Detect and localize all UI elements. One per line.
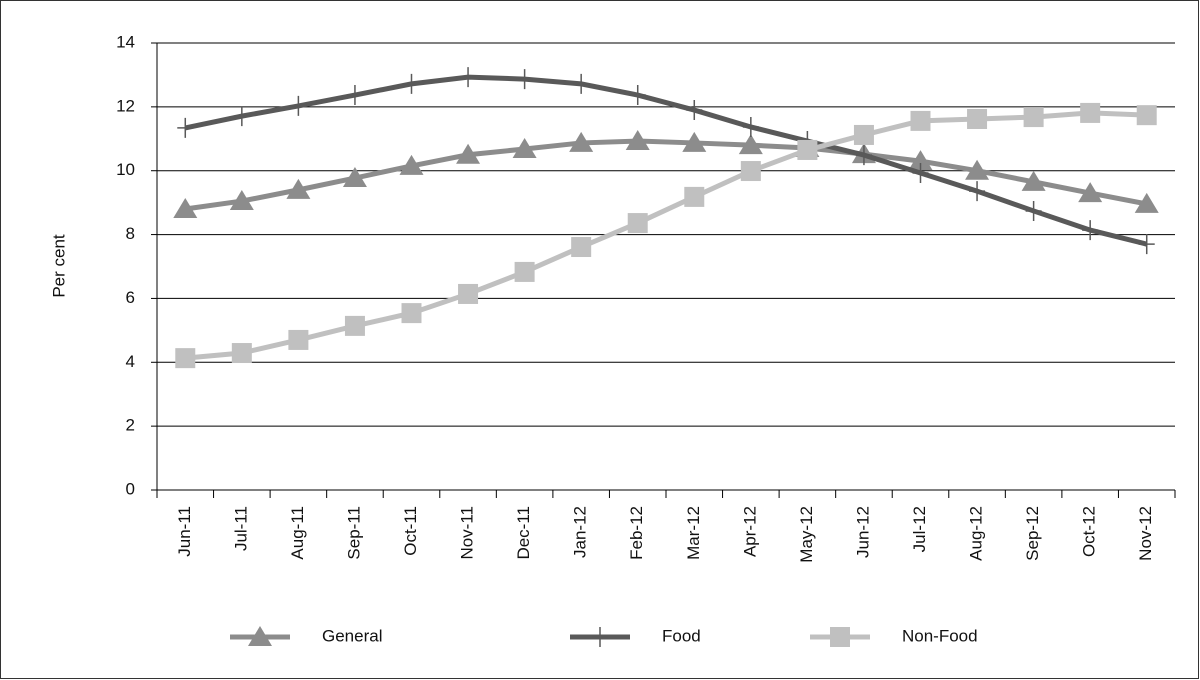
legend-marker: [830, 627, 850, 647]
x-tick-label: Aug-12: [967, 506, 986, 561]
legend-label: Non-Food: [902, 626, 978, 645]
data-point: [177, 117, 194, 138]
x-tick-label: Jul-12: [910, 506, 929, 552]
y-tick-label: 4: [126, 352, 135, 371]
series-line: [184, 74, 1148, 247]
x-tick-label: Apr-12: [740, 506, 759, 557]
x-tick-label: Jul-11: [231, 506, 250, 551]
legend-marker: [248, 626, 272, 646]
x-tick-label: Mar-12: [684, 506, 703, 560]
data-point: [738, 134, 763, 155]
data-point: [912, 162, 929, 183]
data-point: [1082, 220, 1099, 241]
data-point: [682, 131, 707, 152]
x-tick-label: Jun-12: [853, 506, 872, 558]
x-tick-label: Nov-12: [1136, 506, 1155, 561]
data-point: [967, 108, 988, 129]
data-point: [1080, 102, 1101, 123]
data-point: [233, 106, 250, 127]
data-point: [1134, 192, 1159, 213]
data-point: [403, 73, 420, 94]
legend-label: Food: [662, 626, 701, 645]
data-point: [1023, 107, 1044, 128]
x-tick-label: Jan-12: [571, 506, 590, 558]
data-point: [965, 159, 990, 180]
x-tick-label: Jun-11: [175, 506, 194, 557]
data-point: [1138, 234, 1155, 255]
data-point: [908, 150, 933, 171]
data-point: [625, 130, 650, 151]
data-point: [401, 303, 422, 324]
x-tick-label: Sep-12: [1023, 506, 1042, 561]
y-tick-label: 0: [126, 479, 135, 498]
data-point: [855, 145, 872, 166]
data-point: [627, 213, 648, 234]
y-tick-label: 2: [126, 416, 135, 435]
data-point: [969, 181, 986, 202]
data-point: [229, 190, 254, 211]
y-tick-label: 8: [126, 224, 135, 243]
x-tick-label: Dec-11: [514, 506, 533, 560]
data-point: [288, 329, 309, 350]
data-point: [460, 67, 477, 88]
data-point: [797, 139, 818, 160]
data-point: [571, 237, 592, 258]
x-tick-label: Feb-12: [627, 506, 646, 560]
data-point: [231, 343, 252, 364]
x-tick-label: Sep-11: [344, 506, 363, 560]
data-point: [175, 348, 196, 369]
y-tick-label: 12: [116, 96, 135, 115]
legend-label: General: [322, 626, 382, 645]
data-point: [1136, 105, 1157, 126]
x-tick-label: May-12: [797, 506, 816, 563]
data-point: [514, 261, 535, 282]
data-point: [456, 143, 481, 164]
y-tick-label: 10: [116, 160, 135, 179]
data-point: [173, 198, 198, 219]
data-point: [686, 100, 703, 121]
data-point: [853, 124, 874, 145]
data-point: [399, 154, 424, 175]
data-point: [1078, 182, 1103, 203]
y-axis-label: Per cent: [49, 234, 68, 298]
data-point: [512, 138, 537, 159]
x-tick-label: Nov-11: [458, 506, 477, 560]
data-point: [569, 131, 594, 152]
series-line: [184, 138, 1148, 212]
data-point: [458, 283, 479, 304]
x-tick-label: Aug-11: [288, 506, 307, 560]
data-point: [342, 167, 367, 188]
legend-marker: [592, 627, 608, 647]
data-point: [629, 85, 646, 106]
data-point: [910, 110, 931, 131]
data-point: [740, 161, 761, 182]
data-point: [742, 116, 759, 137]
data-point: [516, 69, 533, 90]
data-point: [573, 73, 590, 94]
data-point: [286, 178, 311, 199]
y-tick-label: 14: [116, 32, 135, 51]
y-tick-label: 6: [126, 288, 135, 307]
data-point: [1021, 170, 1046, 191]
x-tick-label: Oct-12: [1080, 506, 1099, 557]
data-point: [344, 315, 365, 336]
data-point: [1025, 200, 1042, 221]
data-point: [290, 95, 307, 116]
x-tick-label: Oct-11: [401, 506, 420, 556]
data-point: [684, 186, 705, 207]
data-point: [346, 85, 363, 106]
